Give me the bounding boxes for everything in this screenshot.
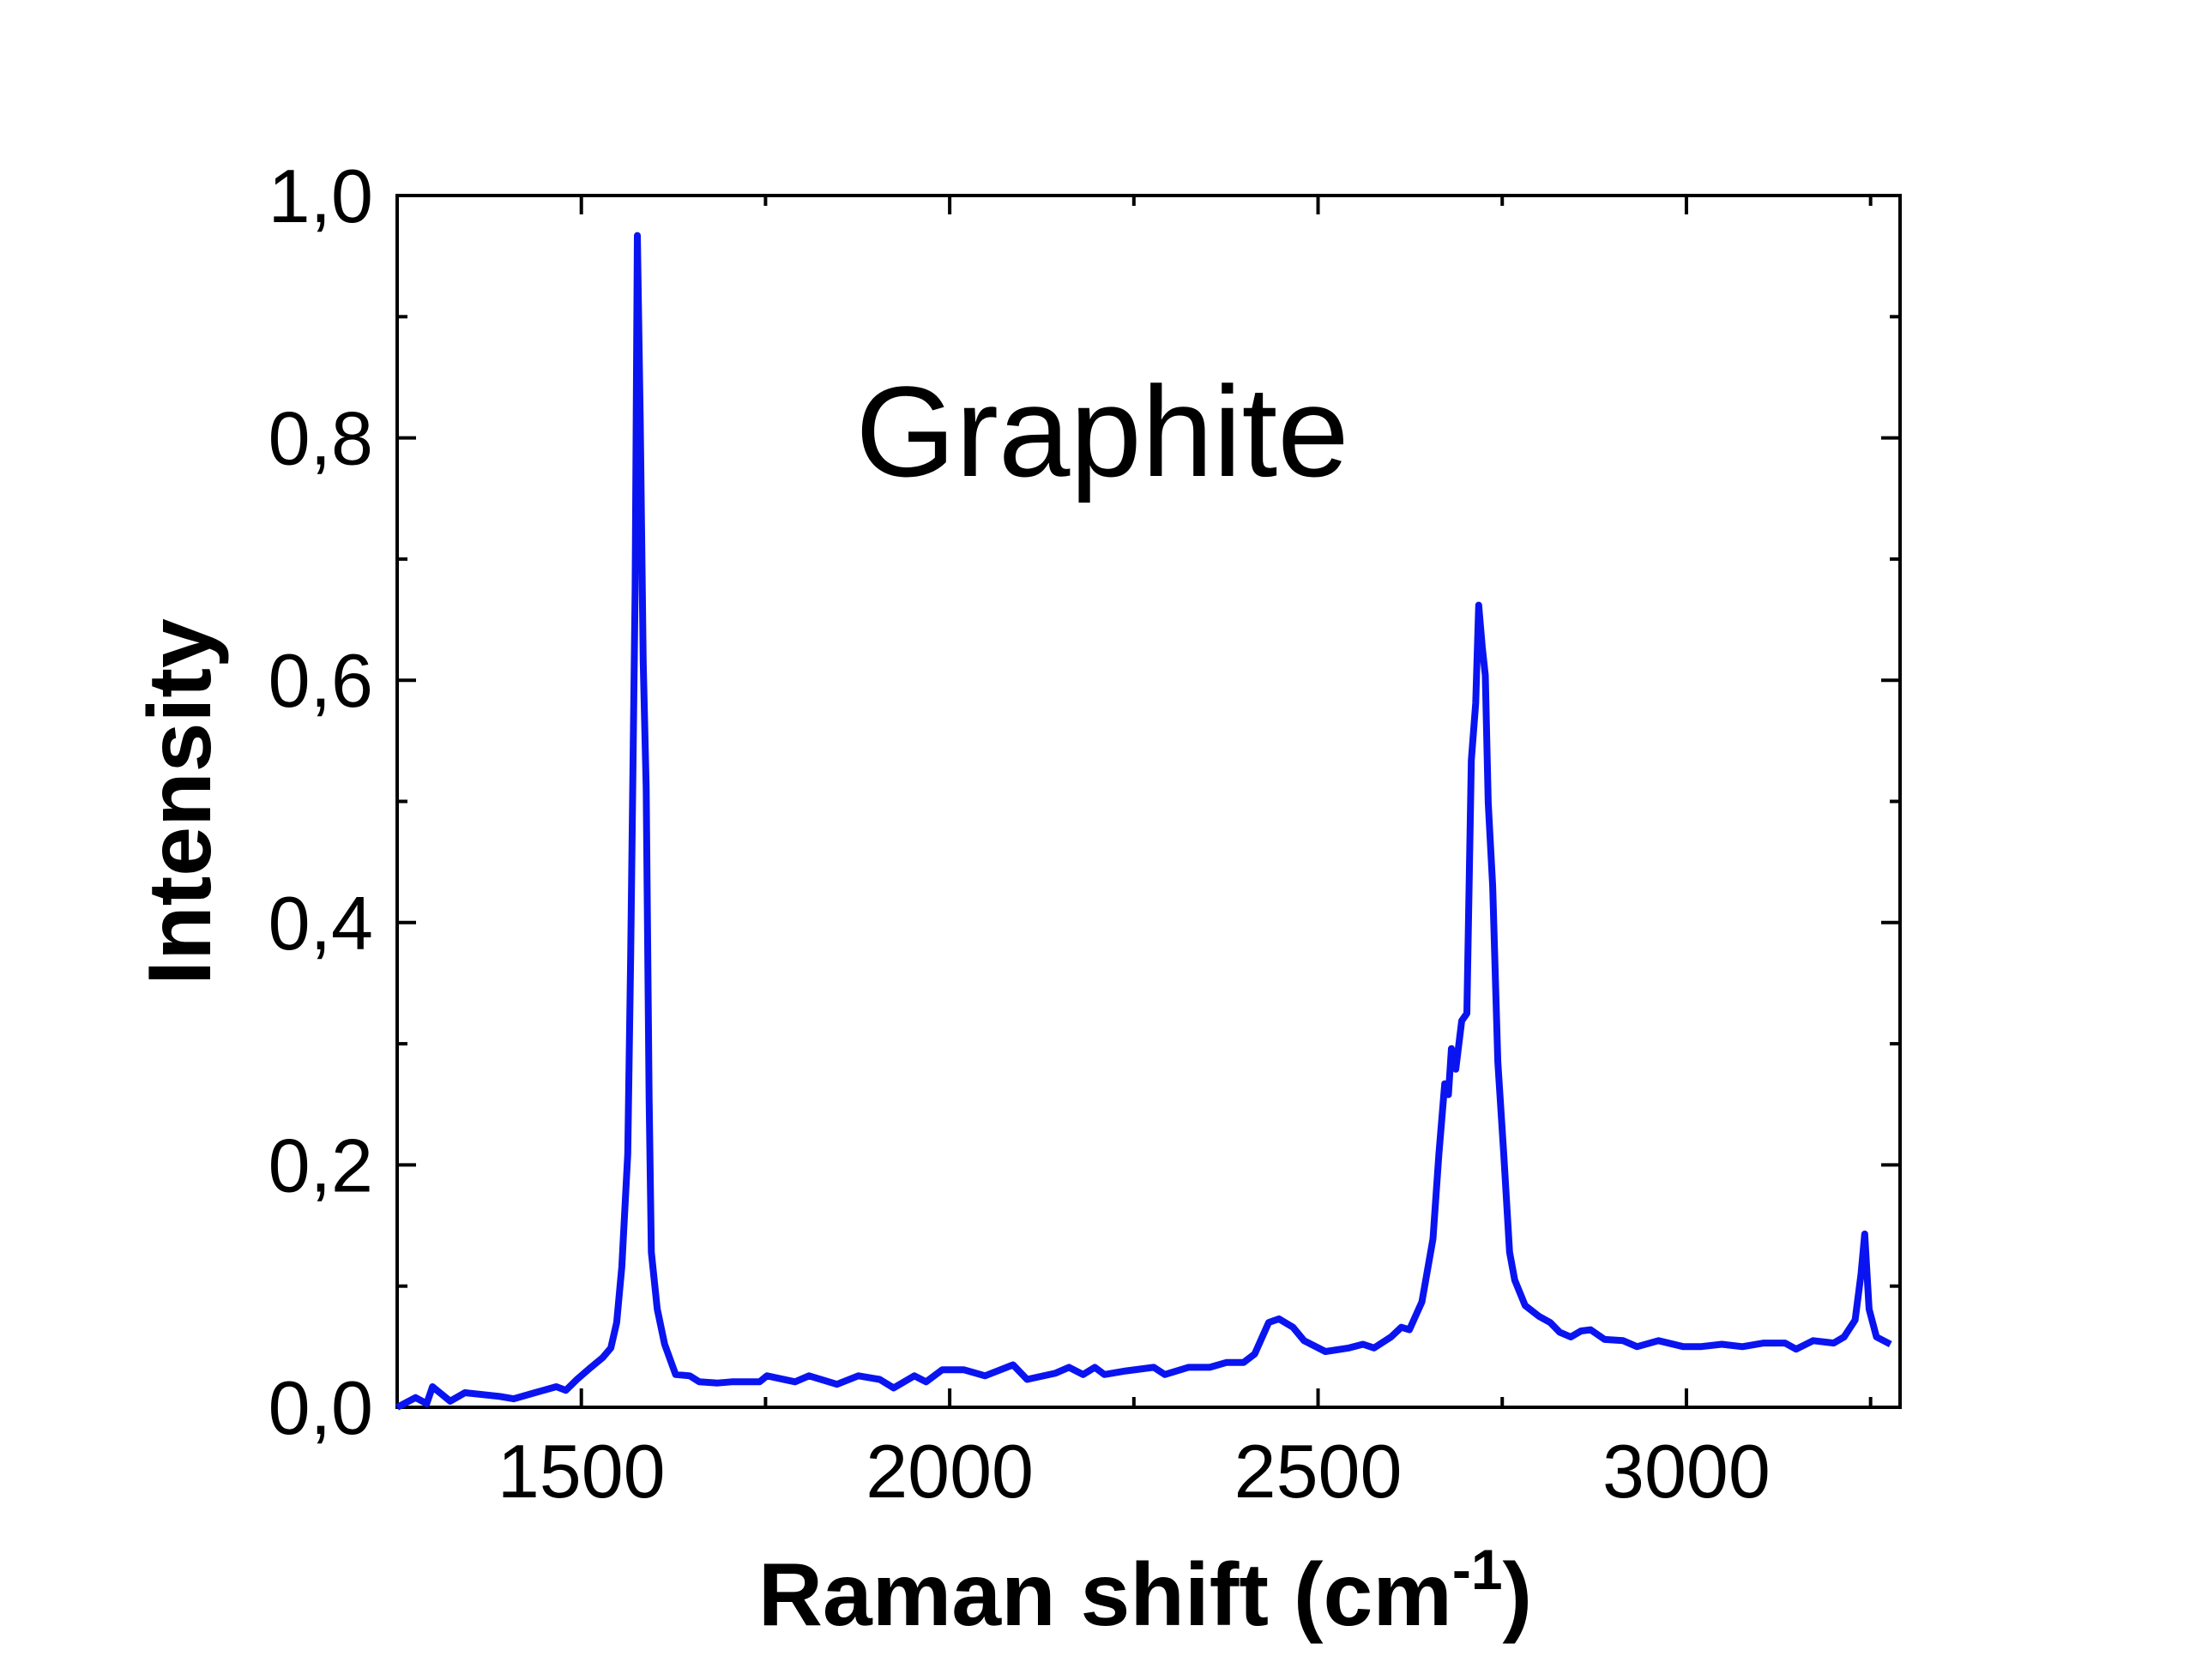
y-axis-label: Intensity: [130, 618, 230, 985]
x-axis-label: Raman shift (cm-1): [758, 1538, 1532, 1645]
y-tick-label: 0,8: [268, 396, 373, 481]
y-tick-label: 0,6: [268, 638, 373, 723]
x-axis-label-text: Raman shift (cm: [758, 1545, 1452, 1645]
x-axis-label-superscript: -1: [1452, 1538, 1503, 1601]
y-tick-label: 0,0: [268, 1365, 373, 1450]
y-tick-label: 1,0: [268, 154, 373, 238]
x-tick-label: 1500: [498, 1429, 666, 1514]
x-tick-label: 2000: [866, 1429, 1034, 1514]
y-tick-label: 0,4: [268, 881, 373, 966]
x-axis-label-suffix: ): [1503, 1545, 1533, 1645]
x-tick-label: 2500: [1234, 1429, 1403, 1514]
annotation: Graphite: [855, 359, 1348, 503]
x-tick-label: 3000: [1602, 1429, 1771, 1514]
y-tick-label: 0,2: [268, 1123, 373, 1207]
data-line: [395, 232, 1892, 1411]
